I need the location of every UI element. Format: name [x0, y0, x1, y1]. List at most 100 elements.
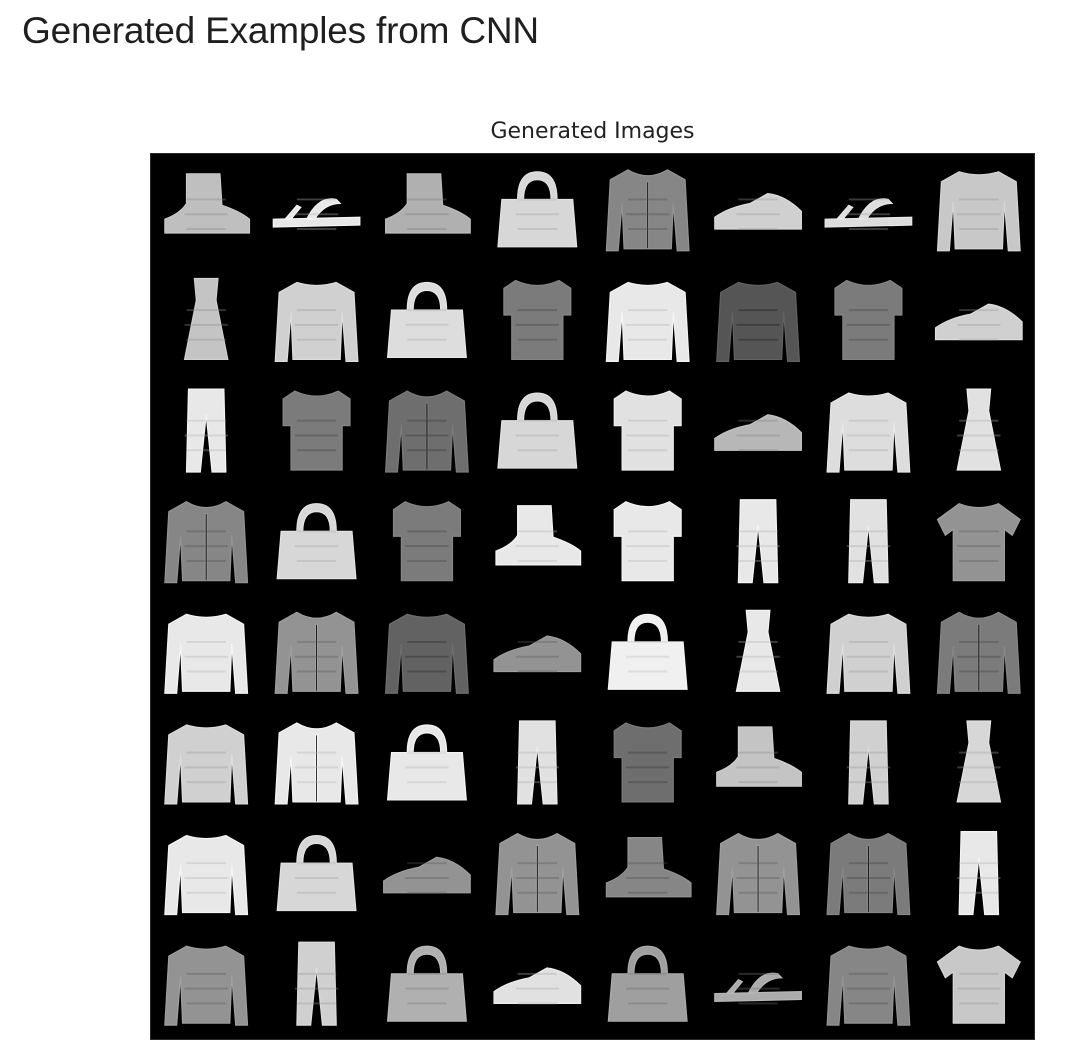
- generated-image-sneaker-r2c8: [934, 303, 1023, 341]
- generated-image-coat-r6c2: [274, 722, 359, 805]
- texture-lines: [405, 862, 449, 894]
- texture-lines: [184, 862, 228, 894]
- generated-image-sandal-r8c6: [714, 972, 802, 1005]
- texture-lines: [846, 862, 891, 894]
- texture-lines: [736, 862, 780, 894]
- texture-lines: [626, 309, 670, 341]
- generated-image-trouser-r4c7: [846, 499, 891, 584]
- generated-image-coat-r5c2: [274, 611, 359, 694]
- texture-lines: [294, 751, 339, 784]
- texture-lines: [957, 530, 1001, 562]
- page-heading: Generated Examples from CNN: [22, 10, 539, 51]
- generated-image-sneaker-r1c6: [714, 192, 802, 231]
- generated-image-coat-r5c8: [936, 611, 1021, 694]
- texture-lines: [515, 751, 559, 784]
- generated-image-sandal-r1c2: [272, 198, 361, 231]
- generated-image-grid: [150, 153, 1035, 1040]
- texture-lines: [846, 640, 891, 673]
- generated-images-canvas: [164, 169, 1023, 1026]
- generated-image-ankle-boot-r1c1: [164, 173, 251, 234]
- generated-image-pullover-r5c3: [384, 613, 469, 694]
- generated-image-sandal-r1c7: [824, 198, 913, 231]
- generated-image-bag-r5c5: [607, 613, 688, 690]
- texture-lines: [405, 419, 449, 452]
- texture-lines: [626, 972, 670, 1005]
- generated-image-sneaker-r8c4: [493, 967, 582, 1005]
- generated-image-coat-r1c5: [605, 169, 690, 252]
- generated-image-ankle-boot-r6c6: [716, 726, 802, 787]
- texture-lines: [957, 972, 1001, 1005]
- generated-image-bag-r2c3: [386, 281, 467, 359]
- generated-image-bag-r1c4: [497, 171, 578, 248]
- generated-image-coat-r7c4: [495, 832, 580, 916]
- generated-image-dress-r2c1: [183, 277, 229, 360]
- generated-image-shirt-r2c4: [503, 279, 572, 360]
- texture-lines: [184, 419, 228, 452]
- generated-image-pullover-r2c2: [274, 281, 359, 362]
- texture-lines: [405, 198, 449, 231]
- generated-image-ankle-boot-r7c5: [605, 836, 692, 898]
- texture-lines: [294, 862, 339, 894]
- texture-lines: [736, 309, 780, 341]
- texture-lines: [294, 972, 339, 1005]
- texture-lines: [515, 419, 559, 452]
- generated-image-pullover-r5c7: [826, 613, 911, 694]
- generated-image-coat-r7c7: [826, 832, 911, 916]
- generated-image-pullover-r1c8: [936, 171, 1021, 252]
- generated-image-pullover-r6c1: [164, 724, 249, 805]
- texture-lines: [515, 198, 559, 231]
- texture-lines: [846, 419, 891, 452]
- texture-lines: [736, 419, 780, 452]
- generated-image-coat-r3c3: [384, 390, 469, 473]
- texture-lines: [405, 530, 449, 562]
- texture-lines: [405, 640, 449, 673]
- texture-lines: [184, 751, 228, 784]
- generated-image-bag-r6c3: [386, 724, 467, 801]
- texture-lines: [846, 198, 891, 231]
- generated-image-tshirt-r8c8: [936, 945, 1021, 1024]
- generated-image-bag-r7c2: [276, 834, 357, 912]
- generated-image-shirt-r4c5: [613, 501, 682, 582]
- generated-image-shirt-r4c3: [392, 501, 461, 582]
- generated-image-bag-r3c4: [497, 392, 578, 469]
- generated-image-shirt-r2c7: [834, 279, 903, 360]
- generated-image-sneaker-r7c3: [383, 856, 471, 894]
- texture-lines: [736, 640, 780, 673]
- texture-lines: [184, 640, 228, 673]
- generated-image-pullover-r8c1: [164, 945, 249, 1026]
- texture-lines: [294, 309, 339, 341]
- generated-image-ankle-boot-r4c4: [495, 505, 582, 566]
- texture-lines: [515, 530, 559, 562]
- generated-image-dress-r3c8: [956, 388, 1002, 471]
- texture-lines: [957, 640, 1001, 673]
- texture-lines: [846, 972, 891, 1005]
- generated-image-pullover-r2c5: [605, 281, 690, 362]
- generated-image-shirt-r6c5: [613, 722, 682, 803]
- texture-lines: [184, 198, 228, 231]
- texture-lines: [736, 530, 780, 562]
- generated-image-sneaker-r5c4: [493, 635, 582, 673]
- texture-lines: [294, 419, 339, 452]
- generated-image-bag-r8c3: [386, 945, 467, 1022]
- texture-lines: [736, 972, 780, 1005]
- generated-image-trouser-r3c1: [184, 388, 228, 473]
- texture-lines: [294, 198, 339, 231]
- figure-title: Generated Images: [490, 119, 695, 144]
- generated-image-shirt-r3c2: [282, 390, 351, 471]
- texture-lines: [515, 972, 559, 1005]
- generated-image-coat-r7c6: [716, 832, 801, 916]
- texture-lines: [405, 751, 449, 784]
- generated-image-trouser-r4c6: [736, 499, 780, 584]
- generated-image-bag-r8c5: [607, 945, 688, 1022]
- generated-image-bag-r4c2: [276, 503, 357, 580]
- texture-lines: [846, 530, 891, 562]
- generated-image-pullover-r7c1: [164, 834, 249, 916]
- generated-image-pullover-r8c7: [826, 945, 911, 1026]
- generated-image-pullover-r3c7: [826, 392, 911, 473]
- texture-lines: [184, 309, 228, 341]
- texture-lines: [626, 862, 670, 894]
- texture-lines: [184, 972, 228, 1005]
- texture-lines: [626, 530, 670, 562]
- generated-image-tshirt-r4c8: [936, 503, 1021, 582]
- texture-lines: [957, 309, 1001, 341]
